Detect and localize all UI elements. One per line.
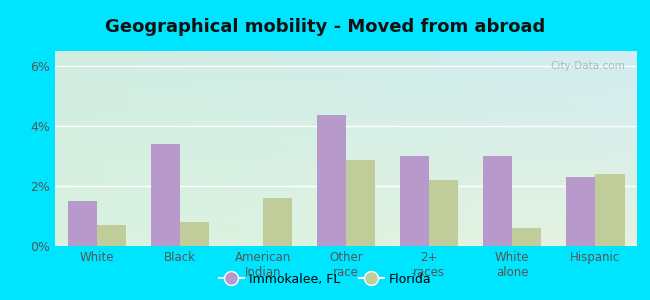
- Bar: [97, 225, 126, 246]
- Bar: [483, 156, 512, 246]
- Bar: [595, 174, 625, 246]
- Bar: [429, 180, 458, 246]
- Bar: [151, 144, 180, 246]
- Bar: [180, 222, 209, 246]
- Bar: [512, 228, 541, 246]
- Text: City-Data.com: City-Data.com: [551, 61, 625, 71]
- Bar: [566, 177, 595, 246]
- Text: Geographical mobility - Moved from abroad: Geographical mobility - Moved from abroa…: [105, 18, 545, 36]
- Legend: Immokalee, FL, Florida: Immokalee, FL, Florida: [214, 268, 436, 291]
- Bar: [317, 116, 346, 246]
- Bar: [68, 201, 97, 246]
- Bar: [263, 198, 292, 246]
- Bar: [346, 160, 375, 246]
- Bar: [400, 156, 429, 246]
